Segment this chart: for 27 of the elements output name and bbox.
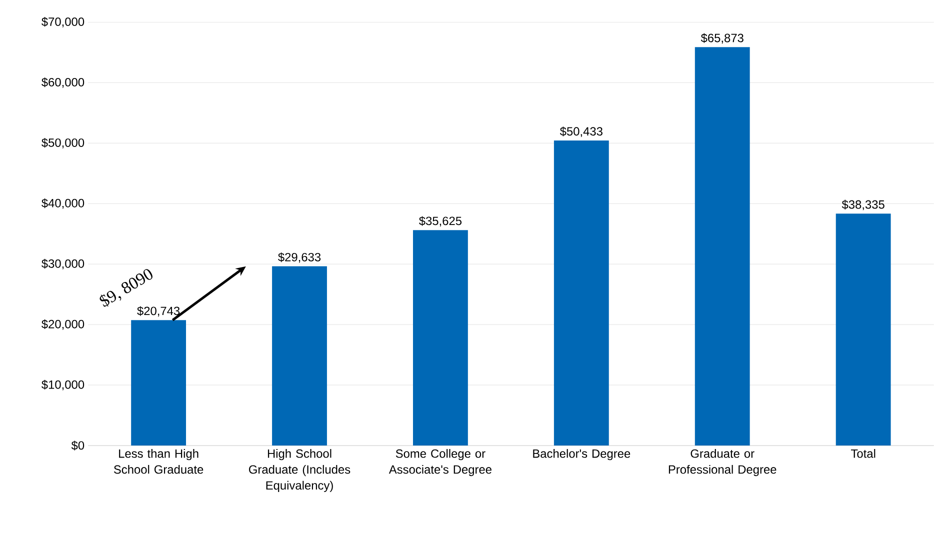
y-tick-label: $0 — [71, 440, 84, 451]
bar — [694, 47, 750, 446]
bar — [131, 320, 186, 446]
bar — [272, 266, 327, 446]
y-tick-label: $60,000 — [42, 78, 84, 88]
bar — [554, 140, 609, 446]
x-tick-label: Some College or Associate's Degree — [388, 449, 492, 476]
bar — [413, 230, 468, 446]
annotation: $9, 8090 — [100, 269, 152, 308]
x-tick-label: Graduate or Professional Degree — [668, 449, 776, 476]
data-label: $20,743 — [137, 306, 180, 317]
data-label: $29,633 — [278, 252, 321, 263]
x-tick-label: High School Graduate (Includes Equivalency) — [249, 449, 350, 492]
x-tick-label: Bachelor's Degree — [533, 449, 630, 460]
y-tick-label: $50,000 — [42, 138, 84, 149]
y-tick-label: $30,000 — [42, 259, 84, 270]
x-tick-label: Total — [850, 449, 876, 458]
y-tick-label: $40,000 — [42, 198, 84, 209]
y-tick-label: $20,000 — [42, 320, 84, 330]
data-label: $65,873 — [700, 33, 744, 44]
data-label: $50,433 — [560, 126, 602, 138]
data-label: $38,335 — [842, 200, 884, 210]
x-tick-label: Less than High School Graduate — [114, 449, 204, 474]
data-label: $35,625 — [419, 216, 462, 227]
y-tick-label: $70,000 — [42, 17, 84, 28]
bar — [836, 214, 891, 446]
y-tick-label: $10,000 — [42, 380, 84, 390]
